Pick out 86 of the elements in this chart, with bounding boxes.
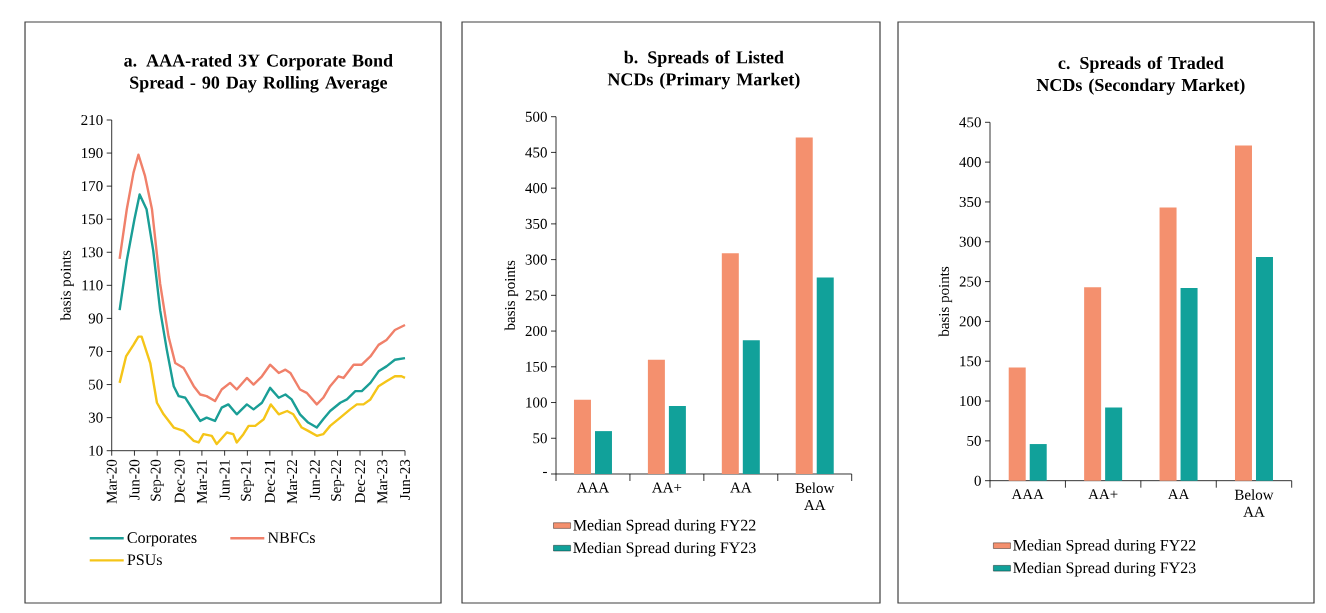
y-tick-label: 70	[89, 346, 103, 357]
x-tick-label: Jun-20	[129, 459, 140, 500]
bar	[795, 137, 813, 474]
y-tick-label: 300	[959, 236, 981, 247]
line-series	[118, 153, 407, 406]
bar	[742, 340, 760, 474]
legend-label: PSUs	[127, 554, 162, 566]
legend-label: NBFCs	[267, 532, 315, 544]
y-tick-label: 200	[959, 316, 981, 327]
y-tick-label: 190	[82, 148, 103, 159]
x-tick-label: Jun-23	[399, 459, 411, 500]
bar	[721, 253, 739, 474]
x-tick-label: Mar-23	[377, 459, 388, 504]
x-tick-label: Below AA	[795, 482, 835, 510]
y-tick-label: 100	[526, 397, 547, 408]
x-tick-label: Mar-20	[106, 459, 117, 504]
chart-title: c. Spreads of Traded NCDs (Secondary Market)	[1036, 56, 1245, 95]
x-tick-label: AA+	[651, 482, 682, 493]
y-tick-label: 350	[525, 218, 547, 229]
y-tick-label: 110	[82, 280, 103, 291]
y-tick-label: 50	[533, 433, 547, 444]
x-tick-label: AAA	[1011, 489, 1044, 500]
y-tick-label: 210	[81, 114, 103, 126]
legend-label: Median Spread during FY23	[1013, 561, 1196, 577]
bar	[1008, 367, 1026, 481]
bar	[1159, 207, 1177, 481]
x-tick-label: Dec-22	[355, 460, 366, 503]
legend-label: Median Spread during FY22	[1013, 539, 1196, 554]
y-tick-label: 30	[88, 412, 103, 423]
legend-label: Median Spread during FY22	[573, 519, 756, 534]
y-tick-label: 250	[959, 276, 981, 287]
y-tick-label: 100	[960, 395, 981, 407]
y-axis-title: basis points	[938, 266, 953, 337]
y-tick-label: 300	[525, 254, 547, 265]
x-tick-label: Dec-20	[174, 459, 185, 503]
x-tick-label: Mar-21	[196, 460, 207, 504]
x-tick-label: Jun-22	[309, 460, 320, 500]
x-tick-label: AAA	[576, 482, 610, 493]
y-tick-label: 130	[82, 247, 103, 258]
y-tick-label: 0	[974, 475, 981, 486]
bar	[1180, 287, 1198, 481]
bar	[1234, 145, 1252, 481]
chart-title: a. AAA-rated 3Y Corporate Bond Spread - 90 Day Rolling Average	[124, 53, 393, 93]
y-tick-label: 450	[959, 117, 981, 128]
x-tick-label: Sep-21	[240, 460, 254, 501]
y-tick-label: 250	[525, 290, 547, 301]
x-tick-label: Sep-20	[150, 459, 164, 501]
x-tick-label: Below AA	[1234, 489, 1274, 517]
line-series	[118, 335, 407, 446]
y-tick-label: 50	[967, 435, 981, 446]
bar	[668, 406, 686, 474]
chart-title: b. Spreads of Listed NCDs (Primary Market)	[607, 50, 800, 90]
y-tick-label: 400	[959, 157, 981, 168]
legend-label: Corporates	[127, 532, 197, 547]
bar	[816, 277, 834, 474]
y-tick-label: 90	[88, 313, 103, 324]
y-tick-label: 500	[525, 111, 547, 122]
x-tick-label: Sep-22	[330, 460, 345, 501]
y-tick-label: -	[543, 471, 547, 474]
y-axis-title: basis points	[60, 250, 74, 321]
x-tick-label: Jun-21	[219, 460, 230, 500]
bar	[1084, 287, 1102, 481]
x-tick-label: AA+	[1088, 489, 1118, 500]
y-tick-label: 150	[82, 214, 103, 225]
legend-label: Median Spread during FY23	[573, 541, 756, 557]
y-tick-label: 10	[89, 445, 103, 456]
x-tick-label: AA	[1167, 489, 1190, 500]
y-tick-label: 150	[960, 356, 981, 367]
bar	[647, 359, 665, 474]
y-tick-label: 450	[525, 147, 547, 158]
y-tick-label: 170	[82, 181, 103, 192]
bar	[594, 431, 612, 474]
y-axis-title: basis points	[504, 260, 519, 331]
y-tick-label: 50	[89, 379, 103, 390]
y-tick-label: 150	[526, 361, 547, 372]
bar	[1255, 256, 1273, 481]
x-tick-label: Dec-21	[264, 460, 275, 503]
bar	[573, 399, 591, 474]
bar	[1029, 444, 1047, 481]
y-tick-label: 400	[525, 183, 547, 194]
x-tick-label: Mar-22	[287, 460, 298, 504]
bar	[1105, 407, 1123, 481]
x-tick-label: AA	[730, 482, 752, 493]
y-tick-label: 350	[959, 196, 981, 207]
y-tick-label: 200	[525, 326, 547, 337]
line-series	[118, 193, 407, 429]
